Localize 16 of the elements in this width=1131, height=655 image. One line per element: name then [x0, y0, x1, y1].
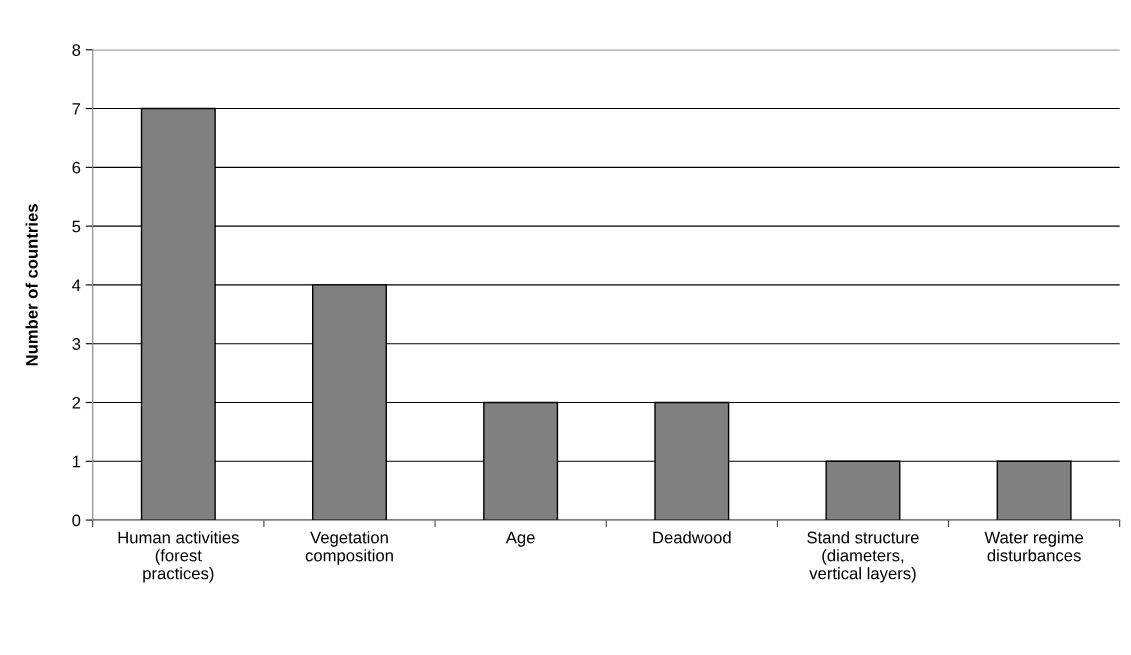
x-tick-label: Deadwood	[653, 531, 731, 544]
y-tick-label: 7	[72, 103, 81, 115]
y-tick-label: 2	[72, 396, 81, 409]
x-tick-label: Age	[505, 531, 535, 547]
y-tick-label: 8	[72, 44, 81, 56]
y-tick-label: 4	[72, 279, 81, 291]
y-axis-title: Number of countries	[25, 204, 38, 366]
x-tick-label: Stand structure (diameters, vertical layers)	[807, 531, 919, 583]
x-tick-label: Vegetation composition	[305, 531, 393, 565]
y-tick-label: 5	[72, 220, 81, 233]
y-tick-label: 1	[72, 455, 81, 468]
y-tick-label: 0	[72, 514, 81, 527]
y-tick-label: 3	[72, 338, 81, 350]
x-tick-label: Water regime disturbances	[984, 531, 1084, 562]
y-tick-label: 6	[72, 161, 81, 174]
x-tick-label: Human activities (forest practices)	[118, 531, 239, 583]
